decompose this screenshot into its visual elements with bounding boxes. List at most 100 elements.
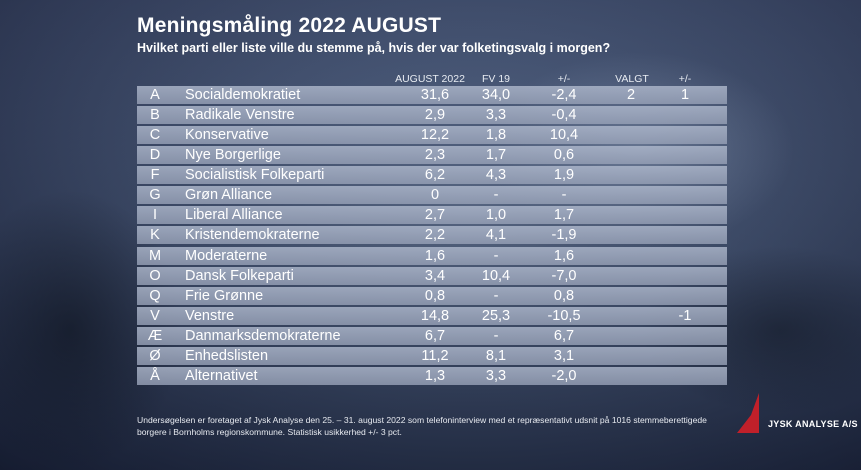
value-august-2022: 2,7 [424,207,446,224]
party-letter: Æ [147,327,163,344]
value-august-2022: 0,8 [424,287,446,304]
value-fv19: 1,0 [485,207,507,224]
party-letter: I [152,207,158,224]
party-letter: A [150,87,160,103]
value-fv19: - [493,247,499,264]
footnote: Undersøgelsen er foretaget af Jysk Analy… [137,415,707,437]
value-august-2022: 1,6 [424,247,446,264]
value-fv19: 1,8 [485,127,507,144]
value-august-2022: 11,2 [421,347,449,364]
table-row: V Venstre 14,8 25,3 -10,5 -1 [137,306,727,325]
party-name: Dansk Folkeparti [185,267,294,284]
value-diff: 1,9 [553,167,575,184]
column-header-valgt-diff: +/- [678,73,692,85]
value-diff: 0,6 [553,147,575,164]
value-august-2022: 31,6 [420,87,450,103]
value-fv19: 4,3 [485,167,507,184]
table-row: F Socialistisk Folkeparti 6,2 4,3 1,9 [137,166,727,185]
value-august-2022: 2,2 [424,227,446,244]
party-name: Venstre [185,307,235,324]
value-fv19: 3,3 [485,107,507,124]
value-diff: -0,4 [551,107,577,124]
party-name: Alternativet [185,367,258,384]
value-diff: - [561,187,567,204]
poll-table: A Socialdemokratiet 31,6 34,0 -2,4 2 1 B Radikal… [137,86,727,387]
party-letter: F [150,167,160,184]
party-name: Kristendemokraterne [185,227,320,244]
party-name: Grøn Alliance [185,187,273,204]
value-diff: 1,6 [553,247,575,264]
party-letter: Å [150,367,160,384]
value-diff: -10,5 [547,307,581,324]
party-name: Socialdemokratiet [185,87,301,103]
value-fv19: - [493,327,499,344]
value-august-2022: 0 [430,187,440,204]
value-fv19: 25,3 [481,307,511,324]
value-fv19: 1,7 [485,147,507,164]
value-august-2022: 6,7 [424,327,446,344]
value-diff: 1,7 [553,207,575,224]
party-name: Danmarksdemokraterne [185,327,341,344]
party-letter: G [149,187,161,204]
value-august-2022: 14,8 [420,307,450,324]
value-valgt: 2 [626,87,636,103]
value-diff: 0,8 [553,287,575,304]
value-diff: 3,1 [553,347,575,364]
value-diff: 10,4 [549,127,579,144]
party-letter: V [150,307,160,324]
party-letter: M [148,247,162,264]
party-name: Frie Grønne [185,287,264,304]
table-row: A Socialdemokratiet 31,6 34,0 -2,4 2 1 [137,86,727,104]
party-letter: O [149,267,161,284]
table-row: B Radikale Venstre 2,9 3,3 -0,4 [137,106,727,125]
column-header-diff: +/- [557,73,571,85]
table-row: Æ Danmarksdemokraterne 6,7 - 6,7 [137,326,727,345]
column-header-valgt: VALGT [615,73,649,85]
value-august-2022: 2,9 [424,107,446,124]
party-letter: K [150,227,160,244]
table-row: D Nye Borgerlige 2,3 1,7 0,6 [137,146,727,165]
value-valgt-diff: -1 [678,307,692,324]
value-valgt-diff: 1 [680,87,690,103]
page-title: Meningsmåling 2022 AUGUST [137,14,442,37]
table-row: Q Frie Grønne 0,8 - 0,8 [137,286,727,305]
party-name: Moderaterne [185,247,268,264]
party-name: Radikale Venstre [185,107,295,124]
party-name: Liberal Alliance [185,207,283,224]
table-row: C Konservative 12,2 1,8 10,4 [137,126,727,145]
party-name: Konservative [185,127,269,144]
value-fv19: - [493,187,499,204]
value-august-2022: 6,2 [424,167,446,184]
value-diff: -1,9 [551,227,577,244]
value-fv19: 10,4 [481,267,511,284]
table-row: O Dansk Folkeparti 3,4 10,4 -7,0 [137,266,727,285]
party-name: Enhedslisten [185,347,269,364]
column-header-august: AUGUST 2022 [395,73,465,85]
value-august-2022: 12,2 [420,127,450,144]
table-row: K Kristendemokraterne 2,2 4,1 -1,9 [137,226,727,245]
party-name: Socialistisk Folkeparti [185,167,325,184]
party-letter: Ø [149,347,161,364]
brand-name: JYSK ANALYSE A/S [768,419,858,429]
value-diff: -2,0 [551,367,577,384]
page-subtitle: Hvilket parti eller liste ville du stemm… [137,41,611,55]
column-header-fv19: FV 19 [481,73,510,85]
value-diff: -2,4 [551,87,577,103]
value-august-2022: 1,3 [424,367,446,384]
party-name: Nye Borgerlige [185,147,281,164]
table-row: G Grøn Alliance 0 - - [137,186,727,205]
value-fv19: 8,1 [485,347,507,364]
value-fv19: 4,1 [485,227,507,244]
table-row: I Liberal Alliance 2,7 1,0 1,7 [137,206,727,225]
party-letter: Q [149,287,161,304]
jysk-analyse-logo-icon [737,393,759,433]
party-letter: B [150,107,160,124]
value-fv19: 34,0 [481,87,511,103]
value-fv19: 3,3 [485,367,507,384]
party-letter: D [149,147,161,164]
value-fv19: - [493,287,499,304]
value-august-2022: 3,4 [424,267,446,284]
party-letter: C [149,127,161,144]
value-august-2022: 2,3 [424,147,446,164]
table-row: Ø Enhedslisten 11,2 8,1 3,1 [137,346,727,365]
